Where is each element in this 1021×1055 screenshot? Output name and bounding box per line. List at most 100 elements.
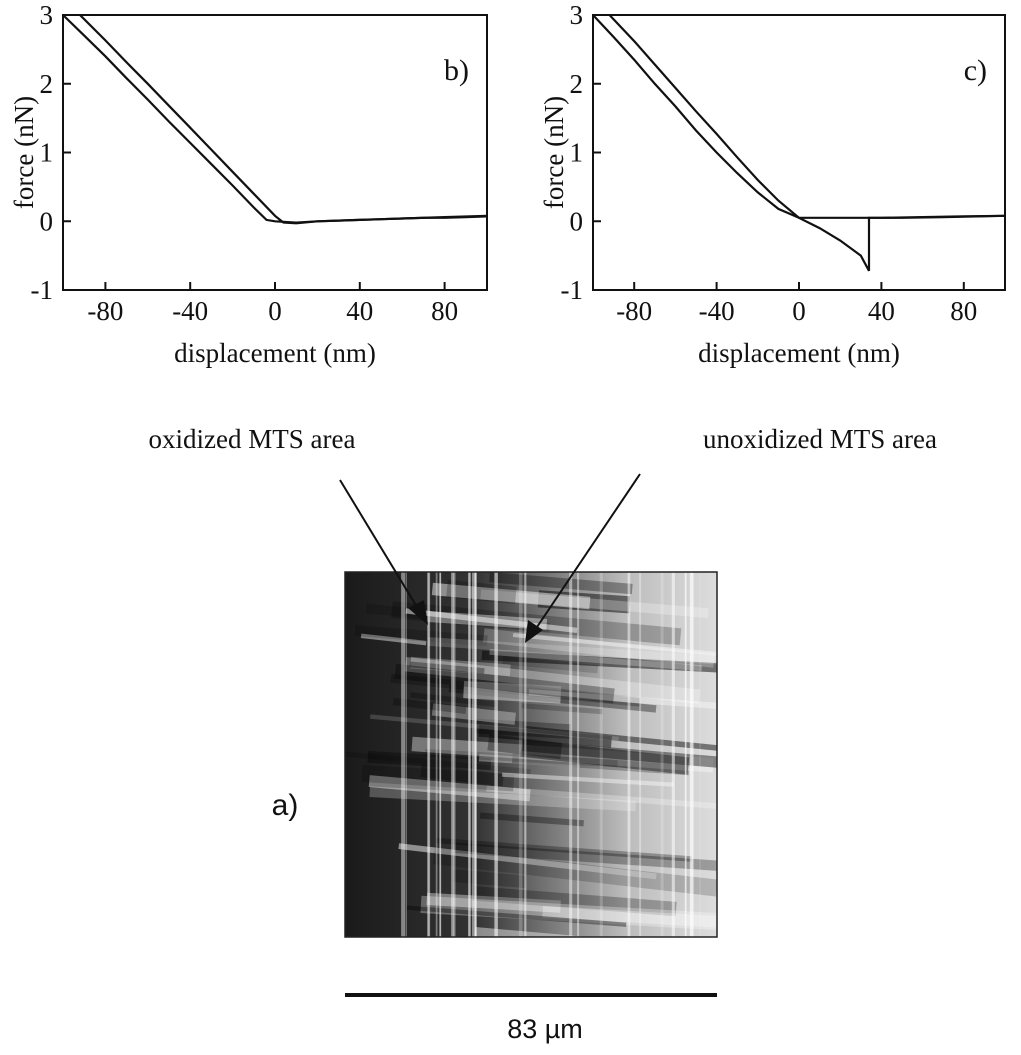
texture bbox=[699, 572, 701, 937]
texture bbox=[448, 684, 657, 713]
texture bbox=[435, 572, 438, 937]
texture bbox=[512, 633, 717, 667]
y-tick-label: 1 bbox=[570, 138, 584, 168]
texture bbox=[522, 739, 717, 772]
texture bbox=[433, 847, 717, 897]
y-tick-label: -1 bbox=[561, 275, 584, 305]
texture bbox=[424, 748, 618, 768]
data-line bbox=[592, 14, 1006, 219]
y-tick-label: -1 bbox=[31, 275, 54, 305]
texture bbox=[689, 572, 694, 937]
x-tick-label: 40 bbox=[346, 296, 373, 326]
texture bbox=[394, 663, 615, 704]
arrow bbox=[534, 473, 641, 631]
x-tick-label: 80 bbox=[950, 296, 977, 326]
texture bbox=[427, 572, 430, 937]
texture bbox=[639, 572, 642, 937]
texture bbox=[468, 572, 471, 937]
x-tick-label: 0 bbox=[792, 296, 806, 326]
x-axis-label: displacement (nm) bbox=[174, 338, 376, 368]
texture bbox=[468, 572, 471, 937]
arrow-head bbox=[408, 600, 428, 625]
texture bbox=[471, 886, 677, 917]
texture bbox=[472, 572, 476, 937]
texture bbox=[511, 752, 690, 776]
x-axis-label: displacement (nm) bbox=[698, 338, 900, 368]
y-tick-label: 3 bbox=[40, 0, 54, 30]
y-tick-label: 2 bbox=[40, 69, 54, 99]
texture bbox=[401, 572, 406, 937]
texture bbox=[481, 650, 717, 674]
texture bbox=[427, 572, 431, 937]
y-tick-label: 3 bbox=[570, 0, 584, 30]
texture bbox=[391, 601, 682, 646]
texture bbox=[463, 681, 562, 704]
texture bbox=[520, 739, 690, 775]
image-frame bbox=[344, 571, 718, 938]
texture bbox=[684, 572, 687, 937]
plot-frame bbox=[592, 14, 1006, 291]
texture bbox=[360, 633, 427, 646]
texture bbox=[454, 842, 717, 873]
panel-label: b) bbox=[444, 54, 469, 87]
y-tick-label: 1 bbox=[40, 138, 54, 168]
data-line bbox=[62, 14, 488, 224]
texture bbox=[420, 764, 504, 787]
panel-label: a) bbox=[272, 789, 299, 822]
texture bbox=[478, 753, 581, 768]
y-tick-label: 0 bbox=[570, 206, 584, 236]
texture bbox=[452, 572, 456, 937]
texture bbox=[474, 927, 637, 937]
texture bbox=[392, 697, 467, 714]
texture bbox=[483, 628, 715, 668]
x-tick-label: -80 bbox=[87, 296, 123, 326]
texture bbox=[409, 661, 485, 674]
texture bbox=[690, 572, 695, 937]
texture bbox=[406, 905, 627, 927]
afm-image bbox=[345, 572, 717, 937]
plot-frame bbox=[62, 14, 488, 291]
texture bbox=[431, 582, 591, 610]
texture bbox=[345, 751, 531, 775]
data-line bbox=[79, 14, 488, 225]
texture bbox=[369, 786, 636, 812]
texture bbox=[354, 625, 488, 647]
texture bbox=[524, 572, 527, 937]
texture bbox=[480, 589, 709, 619]
texture bbox=[427, 572, 430, 937]
texture bbox=[660, 572, 664, 937]
texture bbox=[451, 869, 527, 889]
y-axis-label: force (nN) bbox=[539, 96, 569, 209]
texture bbox=[440, 572, 442, 937]
x-tick-label: -40 bbox=[172, 296, 208, 326]
texture bbox=[367, 751, 492, 770]
texture bbox=[405, 572, 407, 937]
texture bbox=[446, 579, 517, 605]
texture bbox=[627, 572, 631, 937]
texture bbox=[390, 673, 641, 707]
arrow-head bbox=[525, 620, 543, 643]
texture bbox=[501, 772, 674, 787]
y-axis-label: force (nN) bbox=[9, 96, 39, 209]
texture bbox=[428, 611, 548, 630]
annotation: unoxidized MTS area bbox=[703, 424, 937, 454]
texture bbox=[368, 775, 531, 802]
texture bbox=[599, 572, 603, 937]
texture bbox=[528, 689, 717, 712]
texture bbox=[478, 725, 612, 748]
data-line bbox=[608, 14, 1006, 272]
texture bbox=[404, 656, 701, 704]
texture bbox=[486, 785, 717, 815]
texture bbox=[438, 572, 441, 937]
panel-label: c) bbox=[964, 54, 987, 87]
texture bbox=[671, 572, 675, 937]
annotation: oxidized MTS area bbox=[149, 424, 356, 454]
scale-bar-label: 83 µm bbox=[507, 1014, 583, 1044]
texture bbox=[451, 572, 455, 937]
texture bbox=[474, 718, 571, 739]
x-tick-label: 80 bbox=[431, 296, 458, 326]
x-tick-label: 40 bbox=[868, 296, 895, 326]
texture bbox=[520, 703, 603, 715]
texture bbox=[426, 892, 561, 913]
